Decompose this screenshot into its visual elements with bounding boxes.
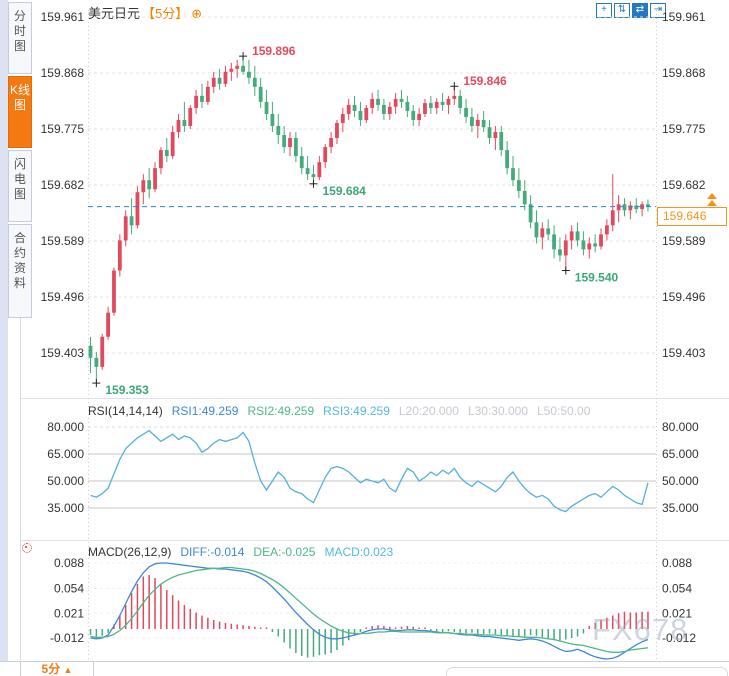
svg-text:159.684: 159.684 <box>322 184 366 198</box>
svg-text:35.000: 35.000 <box>47 501 84 515</box>
svg-text:159.775: 159.775 <box>662 122 706 136</box>
svg-text:-0.012: -0.012 <box>662 631 696 645</box>
svg-text:159.589: 159.589 <box>662 234 706 248</box>
chart-toolbar: + ⇅ ⇄ ⇥ <box>596 3 666 18</box>
macd-header-segment-1: MACD(26,12,9) <box>88 545 172 559</box>
goto-latest-icon[interactable]: ⇥ <box>650 3 666 18</box>
macd-series <box>89 562 649 660</box>
sidebar-tab-1[interactable]: 分时图 <box>8 2 32 74</box>
svg-text:159.496: 159.496 <box>41 290 85 304</box>
rsi-header-segment-7: L50:50.00 <box>537 404 591 418</box>
rsi-line-series <box>90 429 649 513</box>
svg-text:159.540: 159.540 <box>575 271 619 285</box>
svg-text:159.846: 159.846 <box>463 74 507 88</box>
rsi-header-segment-6: L30:30.000 <box>467 404 528 418</box>
svg-text:0.021: 0.021 <box>54 606 84 620</box>
svg-text:0.054: 0.054 <box>54 582 84 596</box>
add-indicator-icon[interactable]: ⊕ <box>191 6 203 21</box>
sidebar-tab-2[interactable]: K线图 <box>8 76 32 148</box>
rsi-header-segment-5: L20:20.000 <box>398 404 459 418</box>
main-gridlines: 159.961 159.961 159.868 159.868 159.775 159.7… <box>41 10 706 360</box>
period-selector[interactable]: 5分 ▲ <box>20 662 94 676</box>
sidebar-tab-3[interactable]: 闪电图 <box>8 150 32 222</box>
svg-text:159.682: 159.682 <box>41 178 85 192</box>
svg-text:-0.012: -0.012 <box>50 631 84 645</box>
rsi-gridlines: 80.000 80.000 65.000 65.000 50.000 50.000 35.0… <box>47 420 699 515</box>
svg-text:159.961: 159.961 <box>41 10 85 24</box>
svg-text:159.896: 159.896 <box>252 44 296 58</box>
footer-bar: 5分 ▲ <box>0 661 729 676</box>
svg-text:50.000: 50.000 <box>662 474 699 488</box>
sidebar-divider <box>20 318 21 660</box>
svg-text:80.000: 80.000 <box>47 420 84 434</box>
svg-text:159.775: 159.775 <box>41 122 85 136</box>
macd-header-segment-2: DIFF:-0.014 <box>180 545 245 559</box>
footer-scroll-track[interactable] <box>446 667 728 676</box>
pane-separators <box>20 10 729 660</box>
svg-text:159.868: 159.868 <box>662 66 706 80</box>
svg-text:0.088: 0.088 <box>662 556 692 570</box>
price-up-arrow <box>707 193 717 199</box>
price-annotations: 159.896 159.846 159.684 159.540 159.353 <box>92 44 619 397</box>
rsi-header-segment-3: RSI2:49.259 <box>247 404 315 418</box>
crosshair-icon[interactable]: + <box>596 3 612 18</box>
rsi-header: RSI(14,14,14) RSI1:49.259 RSI2:49.259 RSI3:… <box>88 404 599 418</box>
chevron-up-icon: ▲ <box>63 665 73 675</box>
macd-settings-icon[interactable] <box>22 543 32 553</box>
macd-header-segment-3: DEA:-0.025 <box>253 545 316 559</box>
svg-text:159.353: 159.353 <box>105 383 149 397</box>
svg-text:65.000: 65.000 <box>47 447 84 461</box>
last-price-line <box>88 193 717 208</box>
svg-text:159.961: 159.961 <box>662 10 706 24</box>
left-rail <box>0 0 8 676</box>
svg-text:80.000: 80.000 <box>662 420 699 434</box>
svg-text:159.589: 159.589 <box>41 234 85 248</box>
svg-text:159.403: 159.403 <box>41 346 85 360</box>
period-label: 【5分】 <box>142 6 189 21</box>
price-up-arrow <box>707 200 717 206</box>
svg-text:159.868: 159.868 <box>41 66 85 80</box>
svg-text:50.000: 50.000 <box>47 474 84 488</box>
sidebar-tab-4[interactable]: 合约资料 <box>8 224 32 318</box>
svg-text:159.496: 159.496 <box>662 290 706 304</box>
svg-text:0.054: 0.054 <box>662 582 692 596</box>
rsi-header-segment-4: RSI3:49.259 <box>323 404 390 418</box>
rsi-header-segment-2: RSI1:49.259 <box>171 404 239 418</box>
candlestick-series <box>88 56 650 384</box>
svg-text:159.682: 159.682 <box>662 178 706 192</box>
svg-text:65.000: 65.000 <box>662 447 699 461</box>
macd-gridlines: 0.088 0.088 0.054 0.054 0.021 0.021 -0.012 -0.0… <box>50 556 696 645</box>
svg-text:159.403: 159.403 <box>662 346 706 360</box>
svg-text:0.021: 0.021 <box>662 606 692 620</box>
macd-header: MACD(26,12,9) DIFF:-0.014 DEA:-0.025 MACD:0… <box>88 545 402 559</box>
macd-header-segment-4: MACD:0.023 <box>324 545 394 559</box>
footer-period-label: 5分 <box>41 662 61 676</box>
svg-text:35.000: 35.000 <box>662 501 699 515</box>
rsi-header-segment-1: RSI(14,14,14) <box>88 404 163 418</box>
current-price-badge: 159.646 <box>657 207 727 226</box>
svg-text:0.088: 0.088 <box>54 556 84 570</box>
